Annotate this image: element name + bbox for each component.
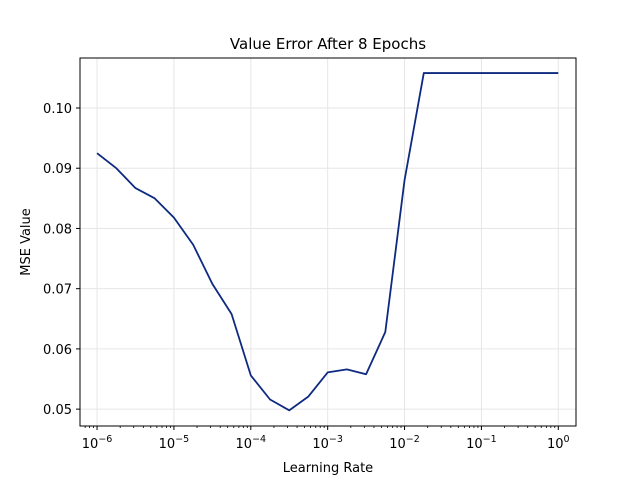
y-tick-label: 0.09 [43, 162, 72, 177]
x-tick-label: 10−1 [466, 434, 497, 452]
y-tick-label: 0.06 [43, 343, 72, 358]
chart-title: Value Error After 8 Epochs [230, 35, 426, 53]
x-tick-label: 10−4 [236, 434, 267, 452]
x-axis-label: Learning Rate [283, 461, 373, 476]
series-layer [96, 72, 559, 412]
x-tick-label: 10−2 [389, 434, 420, 452]
x-tick-label: 10−5 [159, 434, 190, 452]
y-tick-label: 0.05 [43, 403, 72, 418]
grid [80, 58, 576, 426]
x-tick-label: 100 [547, 434, 570, 452]
ticks: 10−6 10−5 10−4 10−3 10−2 10−1 100 0.05 0.06 0.07 0… [43, 102, 570, 452]
series-line [96, 72, 559, 412]
x-tick-label: 10−3 [312, 434, 343, 452]
y-tick-label: 0.07 [43, 283, 72, 298]
y-tick-label: 0.08 [43, 222, 72, 237]
y-axis-label: MSE Value [19, 208, 34, 276]
x-tick-label: 10−6 [82, 434, 113, 452]
y-tick-label: 0.10 [43, 102, 72, 117]
